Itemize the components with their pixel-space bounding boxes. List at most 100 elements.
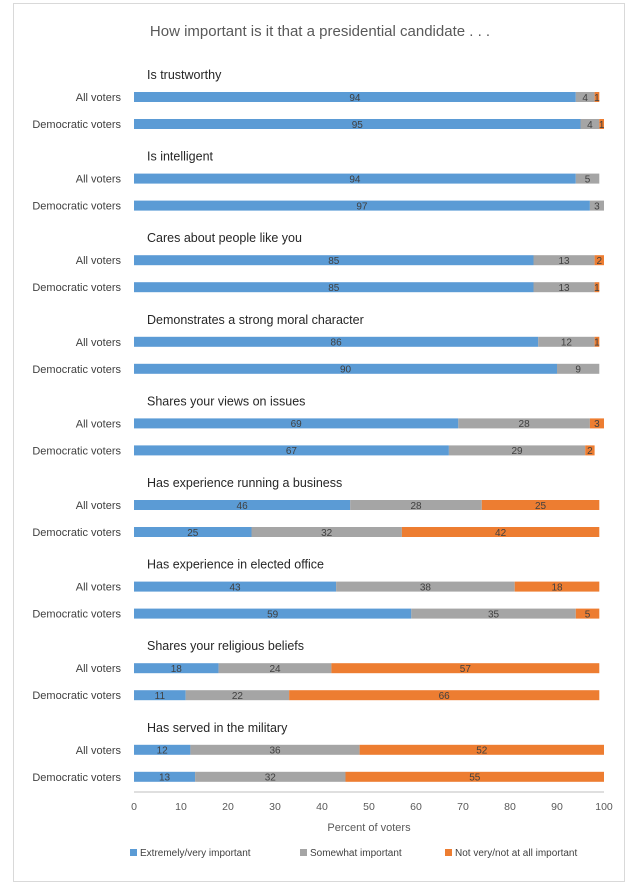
data-label: 1 <box>594 338 600 349</box>
bar-segment-somewhat-important <box>185 690 290 701</box>
bar-segment-very-important <box>134 663 219 674</box>
row-label: Democratic voters <box>32 527 121 539</box>
data-label: 85 <box>328 256 340 267</box>
row-label: All voters <box>76 500 122 512</box>
data-label: 13 <box>159 773 171 784</box>
data-label: 46 <box>237 501 249 512</box>
x-tick-label: 40 <box>316 801 328 813</box>
bar-segment-very-important <box>134 690 186 701</box>
data-label: 2 <box>597 256 603 267</box>
bar-segment-very-important <box>134 255 534 266</box>
data-label: 9 <box>575 365 581 376</box>
data-label: 28 <box>410 501 422 512</box>
group-label: Demonstrates a strong moral character <box>147 313 364 327</box>
x-tick-label: 60 <box>410 801 422 813</box>
bar-segment-very-important <box>134 282 534 293</box>
x-tick-label: 10 <box>175 801 187 813</box>
data-label: 2 <box>587 446 593 457</box>
legend-label: Extremely/very important <box>140 848 251 859</box>
bar-segment-very-important <box>134 119 581 129</box>
data-label: 4 <box>582 93 588 104</box>
bar-segment-very-important <box>134 744 191 755</box>
legend-swatch <box>300 849 307 856</box>
bar-segment-not-important <box>594 282 600 293</box>
bar-segment-somewhat-important <box>575 173 600 184</box>
bar-segment-somewhat-important <box>458 418 590 429</box>
data-label: 11 <box>155 691 166 702</box>
bar-segment-somewhat-important <box>589 200 604 211</box>
data-label: 32 <box>265 773 277 784</box>
data-label: 35 <box>488 609 500 620</box>
bar-segment-not-important <box>599 119 604 129</box>
x-axis: 0 10 20 30 40 50 60 70 80 90 100 <box>131 791 613 813</box>
data-label: 55 <box>469 773 481 784</box>
data-label: 42 <box>495 528 507 539</box>
bar-segment-very-important <box>134 363 557 374</box>
data-label: 94 <box>349 93 361 104</box>
bar-segment-not-important <box>359 744 604 755</box>
x-tick-label: 50 <box>363 801 375 813</box>
bar-segment-very-important <box>134 173 576 184</box>
x-tick-label: 20 <box>222 801 234 813</box>
bar-segment-very-important <box>134 200 590 211</box>
row-label: All voters <box>76 663 122 675</box>
data-label: 25 <box>187 528 199 539</box>
x-tick-label: 80 <box>504 801 516 813</box>
bar-segment-somewhat-important <box>251 527 402 537</box>
legend-label: Somewhat important <box>310 848 402 859</box>
bar-segment-not-important <box>345 771 604 782</box>
bar-segment-somewhat-important <box>218 663 332 674</box>
data-label: 67 <box>286 446 298 457</box>
bar-segment-somewhat-important <box>533 282 595 293</box>
data-label: 85 <box>328 283 340 294</box>
data-label: 86 <box>331 338 343 349</box>
row-label: Democratic voters <box>32 690 121 702</box>
bar-segment-somewhat-important <box>538 336 595 347</box>
bar-segment-somewhat-important <box>580 119 600 129</box>
data-label: 36 <box>269 746 281 757</box>
bar-segment-very-important <box>134 92 576 102</box>
group-label: Shares your views on issues <box>147 394 305 408</box>
data-label: 3 <box>594 201 600 212</box>
data-label: 69 <box>291 419 303 430</box>
row-label: All voters <box>76 745 122 757</box>
row-label: Democratic voters <box>32 609 121 621</box>
data-label: 25 <box>535 501 547 512</box>
chart-title: How important is it that a presidential … <box>150 23 490 40</box>
data-label: 4 <box>587 120 593 131</box>
group-label: Has experience in elected office <box>147 558 324 572</box>
data-label: 90 <box>340 365 352 376</box>
bar-segment-somewhat-important <box>190 744 360 755</box>
data-label: 12 <box>157 746 169 757</box>
row-label: All voters <box>76 418 122 430</box>
data-label: 1 <box>594 283 600 294</box>
data-label: 29 <box>511 446 523 457</box>
bar-segment-not-important <box>594 336 600 347</box>
bar-segment-very-important <box>134 418 459 429</box>
group-label: Cares about people like you <box>147 231 302 245</box>
row-label: Democratic voters <box>32 364 121 376</box>
group-label: Has experience running a business <box>147 476 342 490</box>
row-label: Democratic voters <box>32 445 121 457</box>
data-label: 24 <box>269 664 281 675</box>
legend-swatch <box>130 849 137 856</box>
bar-segment-very-important <box>134 500 351 510</box>
x-tick-label: 70 <box>457 801 469 813</box>
row-label: Democratic voters <box>32 282 121 294</box>
bar-segment-not-important <box>401 527 600 537</box>
bar-segment-somewhat-important <box>557 363 600 374</box>
x-axis-label: Percent of voters <box>327 822 411 834</box>
data-label: 95 <box>352 120 364 131</box>
row-label: All voters <box>76 337 122 349</box>
bar-segment-not-important <box>575 608 600 619</box>
data-label: 12 <box>561 338 573 349</box>
data-label: 13 <box>558 256 570 267</box>
data-label: 43 <box>229 582 241 593</box>
group-label: Is intelligent <box>147 150 214 164</box>
bar-segment-not-important <box>589 418 604 429</box>
bar-segment-not-important <box>594 92 600 102</box>
bar-segment-very-important <box>134 771 196 782</box>
bar-segment-not-important <box>514 581 600 592</box>
data-label: 38 <box>420 582 432 593</box>
